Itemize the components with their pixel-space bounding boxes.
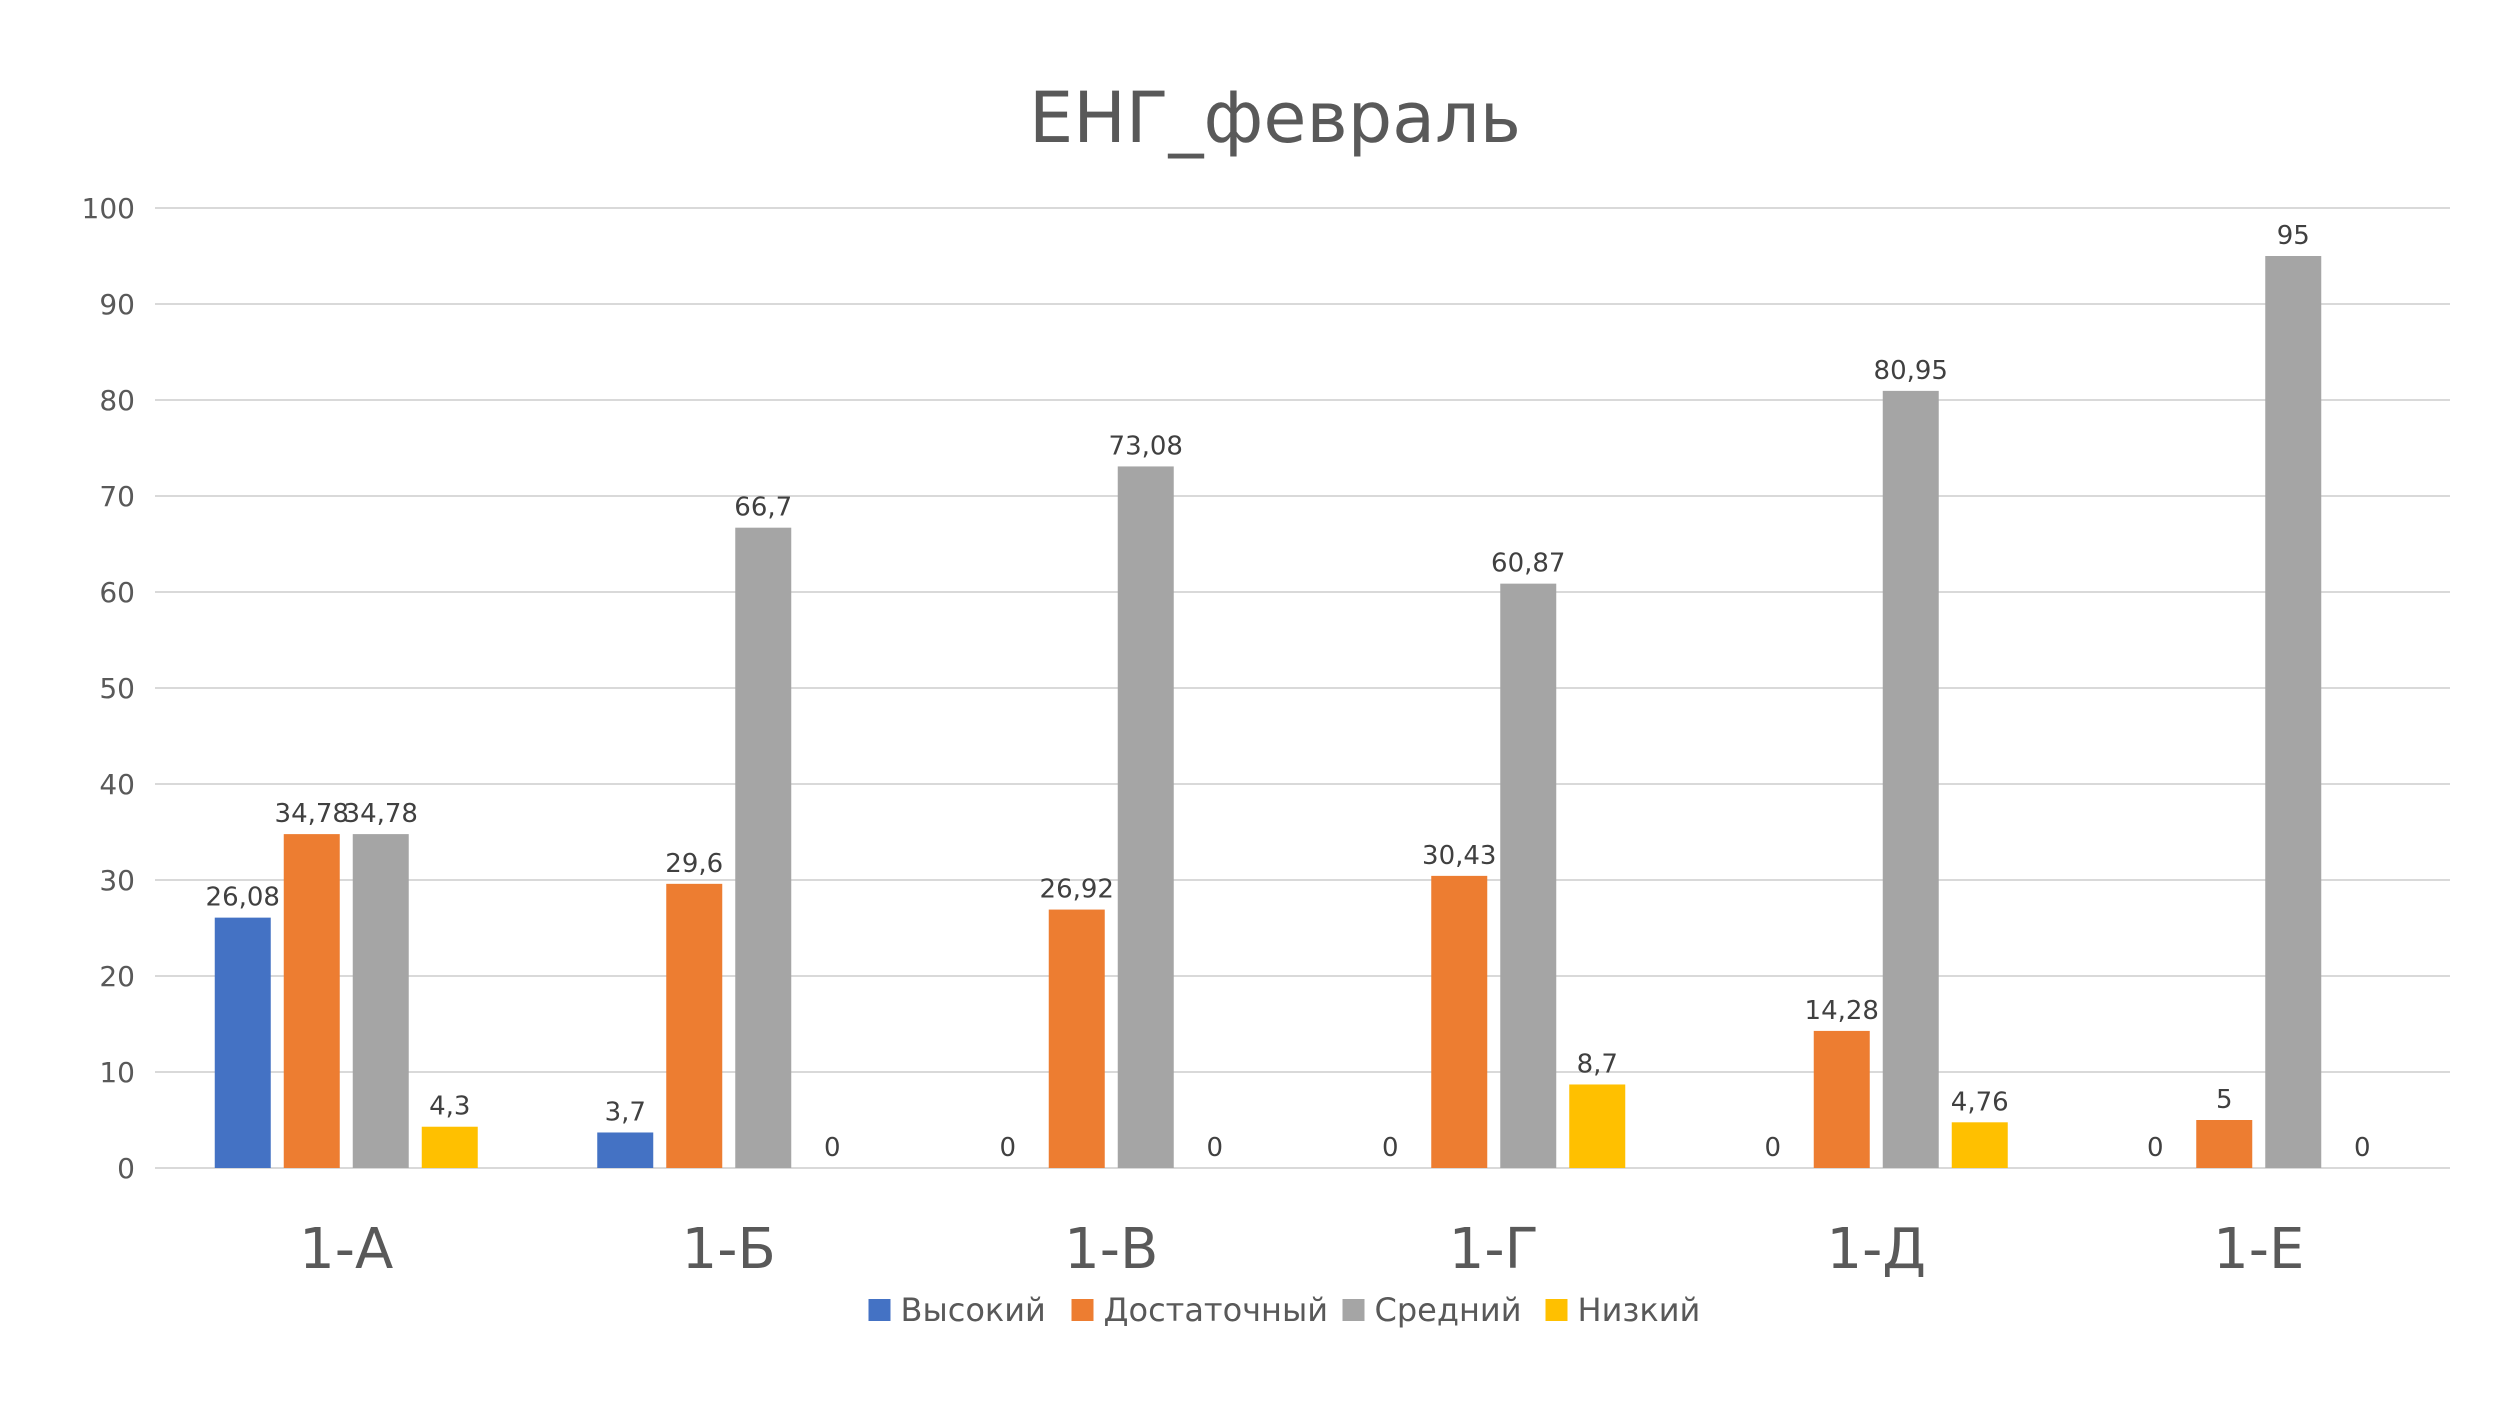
data-label: 60,87 xyxy=(1491,549,1565,579)
y-tick-label: 50 xyxy=(99,672,135,705)
legend-swatch xyxy=(1342,1299,1365,1321)
data-label: 80,95 xyxy=(1874,356,1948,386)
data-label: 4,3 xyxy=(429,1092,470,1122)
y-tick-label: 40 xyxy=(99,768,135,801)
legend-swatch xyxy=(1071,1299,1094,1321)
category-label: 1-В xyxy=(1064,1217,1158,1282)
legend-label: Достаточный xyxy=(1104,1291,1329,1329)
bar xyxy=(1882,390,1939,1168)
bar xyxy=(352,834,409,1168)
y-tick-label: 0 xyxy=(117,1152,135,1185)
bar xyxy=(735,527,792,1168)
y-tick-label: 10 xyxy=(99,1056,135,1089)
y-tick-label: 100 xyxy=(82,192,135,225)
data-label: 4,76 xyxy=(1951,1087,2009,1117)
category-label: 1-Г xyxy=(1449,1217,1539,1282)
category-label: 1-Д xyxy=(1826,1217,1926,1282)
legend-swatch xyxy=(868,1299,891,1321)
bar xyxy=(2196,1120,2253,1168)
y-tick-label: 90 xyxy=(99,288,135,321)
legend-label: Средний xyxy=(1375,1291,1522,1329)
bar xyxy=(1431,875,1488,1168)
legend-label: Высокий xyxy=(901,1291,1046,1329)
legend-swatch xyxy=(1545,1299,1568,1321)
bar xyxy=(421,1126,478,1168)
data-label: 14,28 xyxy=(1805,996,1879,1026)
legend-item: Достаточный xyxy=(1071,1291,1329,1329)
bar xyxy=(1117,466,1174,1168)
data-label: 0 xyxy=(1764,1133,1781,1163)
bar xyxy=(214,917,271,1168)
bar xyxy=(1569,1084,1626,1168)
category-label: 1-Б xyxy=(682,1217,776,1282)
data-label: 30,43 xyxy=(1422,841,1496,871)
data-label: 0 xyxy=(1206,1133,1223,1163)
y-axis: 0 10 20 30 40 50 60 70 80 90 100 xyxy=(82,192,135,1185)
data-label: 26,08 xyxy=(206,883,280,913)
data-label: 5 xyxy=(2216,1085,2233,1115)
y-tick-label: 20 xyxy=(99,960,135,993)
data-label: 73,08 xyxy=(1109,431,1183,461)
legend-item: Высокий xyxy=(868,1291,1046,1329)
data-label: 0 xyxy=(1382,1133,1399,1163)
legend-label: Низкий xyxy=(1578,1291,1701,1329)
data-label: 3,7 xyxy=(605,1097,646,1127)
data-label: 34,78 xyxy=(344,799,418,829)
data-label: 26,92 xyxy=(1040,875,1114,905)
y-tick-label: 30 xyxy=(99,864,135,897)
data-label: 0 xyxy=(999,1133,1016,1163)
bar xyxy=(666,883,723,1168)
chart-title: ЕНГ_февраль xyxy=(1029,77,1521,159)
bar xyxy=(1951,1122,2008,1168)
y-tick-label: 80 xyxy=(99,384,135,417)
category-label: 1-А xyxy=(299,1217,393,1282)
bar xyxy=(1813,1030,1870,1168)
data-label: 34,78 xyxy=(275,799,349,829)
bar xyxy=(1048,909,1105,1168)
data-label: 8,7 xyxy=(1577,1049,1618,1079)
legend-item: Средний xyxy=(1342,1291,1522,1329)
plot-area xyxy=(214,256,2322,1168)
category-label: 1-Е xyxy=(2213,1217,2304,1282)
legend: Высокий Достаточный Средний Низкий xyxy=(868,1291,1701,1329)
data-label: 29,6 xyxy=(665,849,723,879)
bar xyxy=(2265,256,2322,1168)
y-tick-label: 60 xyxy=(99,576,135,609)
x-axis: 1-А 1-Б 1-В 1-Г 1-Д 1-Е xyxy=(299,1217,2304,1282)
data-label: 0 xyxy=(2147,1133,2164,1163)
data-label: 95 xyxy=(2277,221,2310,251)
bar xyxy=(597,1132,654,1168)
data-label: 0 xyxy=(2354,1133,2371,1163)
legend-item: Низкий xyxy=(1545,1291,1701,1329)
data-label: 0 xyxy=(824,1133,841,1163)
y-tick-label: 70 xyxy=(99,480,135,513)
grid-layer xyxy=(155,207,2450,1169)
bar xyxy=(1500,583,1557,1168)
data-label: 66,7 xyxy=(734,493,792,523)
bar xyxy=(283,834,340,1168)
